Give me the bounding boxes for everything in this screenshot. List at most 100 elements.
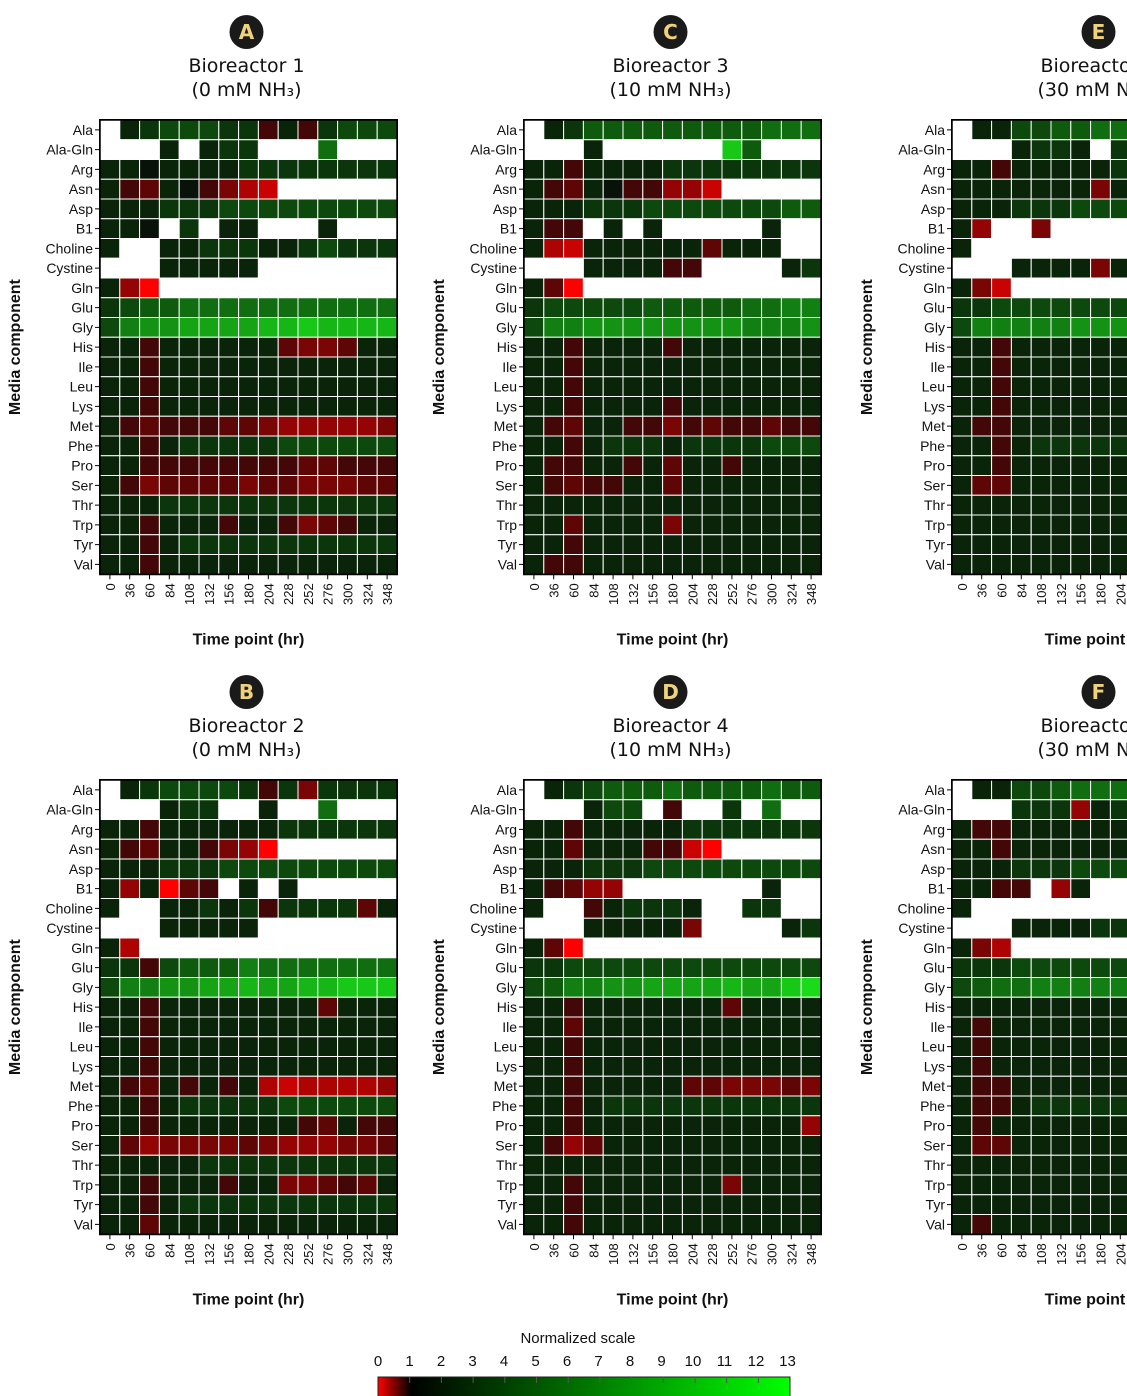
heatmap-cell-cystine-84 bbox=[582, 917, 604, 939]
heatmap-cell-cystine-108 bbox=[602, 257, 624, 279]
heatmap-cell-ala-gln-204 bbox=[257, 799, 279, 820]
x-tick-label: 60 bbox=[143, 583, 158, 597]
heatmap-cell-glu-300 bbox=[337, 297, 358, 318]
heatmap-cell-arg-324 bbox=[356, 159, 378, 180]
heatmap-cell-phe-84 bbox=[1010, 1095, 1032, 1117]
heatmap-cell-lys-60 bbox=[139, 396, 160, 417]
heatmap-cell-val-60 bbox=[991, 1214, 1012, 1235]
heatmap-cell-gly-84 bbox=[582, 317, 604, 338]
heatmap-cell-gly-60 bbox=[991, 317, 1012, 338]
heatmap-cell-choline-0 bbox=[523, 898, 545, 919]
heatmap-cell-arg-0 bbox=[523, 159, 545, 180]
heatmap-cell-choline-36 bbox=[119, 238, 141, 259]
heatmap-cell-met-300 bbox=[761, 415, 782, 437]
heatmap-cell-met-180 bbox=[238, 415, 259, 437]
y-tick-label: Gln bbox=[71, 940, 93, 956]
heatmap-cell-choline-84 bbox=[1010, 238, 1032, 259]
heatmap-cell-his-228 bbox=[701, 336, 723, 358]
heatmap-cell-ala-gln-132 bbox=[198, 799, 220, 820]
heatmap-cell-ile-180 bbox=[662, 1016, 683, 1038]
heatmap-cell-gly-204 bbox=[257, 317, 279, 338]
heatmap-cell-val-300 bbox=[337, 1214, 358, 1235]
heatmap-cell-phe-348 bbox=[376, 435, 398, 457]
x-tick-label: 276 bbox=[321, 1243, 336, 1265]
y-tick-label: Trp bbox=[497, 1177, 518, 1193]
heatmap-cell-val-156 bbox=[642, 554, 664, 575]
y-tick-label: Asn bbox=[69, 181, 93, 197]
y-tick-label: Trp bbox=[73, 1177, 94, 1193]
heatmap-cell-his-84 bbox=[158, 336, 180, 358]
heatmap-cell-ser-324 bbox=[356, 1135, 378, 1156]
heatmap-cell-lys-0 bbox=[523, 1056, 545, 1077]
heatmap-cell-ile-0 bbox=[523, 356, 545, 378]
heatmap-cell-thr-108 bbox=[602, 494, 624, 516]
heatmap-cell-asn-276 bbox=[741, 838, 763, 860]
heatmap-cell-lys-36 bbox=[971, 1056, 993, 1077]
heatmap-cell-gly-276 bbox=[317, 317, 339, 338]
heatmap-cell-ile-84 bbox=[1010, 356, 1032, 378]
y-tick-label: Thr bbox=[496, 1157, 517, 1173]
heatmap-cell-arg-84 bbox=[582, 159, 604, 180]
heatmap-cell-asp-348 bbox=[800, 858, 822, 880]
heatmap-cell-arg-60 bbox=[991, 159, 1012, 180]
heatmap-cell-leu-252 bbox=[297, 376, 319, 397]
heatmap-cell-arg-276 bbox=[317, 819, 339, 840]
x-tick-label: 252 bbox=[725, 1243, 740, 1265]
heatmap-cell-thr-36 bbox=[543, 494, 565, 516]
heatmap-cell-gln-36 bbox=[971, 277, 993, 299]
heatmap-cell-thr-180 bbox=[1090, 494, 1111, 516]
heatmap-cell-trp-300 bbox=[337, 514, 358, 536]
heatmap-cell-met-84 bbox=[582, 415, 604, 437]
y-tick-label: Phe bbox=[68, 1098, 93, 1114]
heatmap-cell-arg-300 bbox=[337, 159, 358, 180]
heatmap-cell-his-60 bbox=[991, 336, 1012, 358]
heatmap-cell-lys-204 bbox=[257, 1056, 279, 1077]
heatmap-cell-ser-156 bbox=[1070, 1135, 1092, 1156]
heatmap-cell-lys-276 bbox=[741, 396, 763, 417]
heatmap-cell-cystine-276 bbox=[317, 917, 339, 939]
heatmap-cell-pro-324 bbox=[780, 455, 802, 476]
heatmap-cell-leu-84 bbox=[582, 376, 604, 397]
y-tick-label: Glu bbox=[495, 300, 517, 316]
heatmap-cell-trp-276 bbox=[741, 1174, 763, 1196]
heatmap-cell-b1-228 bbox=[701, 218, 723, 239]
heatmap-cell-gly-324 bbox=[356, 977, 378, 998]
heatmap-cell-gln-0 bbox=[523, 937, 545, 959]
heatmap-cell-glu-324 bbox=[780, 297, 802, 318]
heatmap-cell-met-300 bbox=[761, 1075, 782, 1097]
heatmap-cell-b1-84 bbox=[582, 218, 604, 239]
heatmap-cell-ser-108 bbox=[178, 1135, 200, 1156]
heatmap-cell-his-180 bbox=[238, 996, 259, 1018]
heatmap-cell-cystine-180 bbox=[238, 257, 259, 279]
heatmap-cell-asp-0 bbox=[523, 858, 545, 880]
heatmap-cell-lys-252 bbox=[297, 1056, 319, 1077]
heatmap-cell-tyr-0 bbox=[99, 534, 121, 555]
heatmap-cell-b1-228 bbox=[277, 218, 299, 239]
heatmap-cell-choline-60 bbox=[991, 898, 1012, 919]
heatmap-cell-ser-0 bbox=[99, 1135, 121, 1156]
heatmap-cell-lys-108 bbox=[178, 396, 200, 417]
heatmap-cell-cystine-228 bbox=[701, 917, 723, 939]
heatmap-cell-his-300 bbox=[761, 336, 782, 358]
heatmap-cell-thr-324 bbox=[356, 1154, 378, 1176]
y-tick-label: Thr bbox=[72, 497, 93, 513]
heatmap-cell-val-108 bbox=[178, 1214, 200, 1235]
heatmap-cell-ala-180 bbox=[238, 779, 259, 801]
heatmap-cell-trp-36 bbox=[119, 514, 141, 536]
heatmap-cell-trp-252 bbox=[721, 1174, 743, 1196]
heatmap-cell-gly-108 bbox=[602, 317, 624, 338]
heatmap-cell-val-60 bbox=[139, 1214, 160, 1235]
panel-badge-circle bbox=[229, 15, 264, 49]
heatmap-cell-asp-228 bbox=[277, 198, 299, 220]
heatmap-cell-gly-0 bbox=[99, 977, 121, 998]
heatmap-cell-choline-36 bbox=[119, 898, 141, 919]
heatmap-cell-asn-228 bbox=[277, 178, 299, 200]
heatmap-cell-thr-84 bbox=[158, 1154, 180, 1176]
heatmap-cell-tyr-132 bbox=[1050, 534, 1072, 555]
heatmap-cell-tyr-84 bbox=[158, 534, 180, 555]
y-tick-label: Gly bbox=[72, 319, 93, 335]
heatmap-cell-glu-204 bbox=[257, 957, 279, 978]
heatmap-cell-glu-276 bbox=[741, 957, 763, 978]
heatmap-cell-trp-108 bbox=[602, 1174, 624, 1196]
